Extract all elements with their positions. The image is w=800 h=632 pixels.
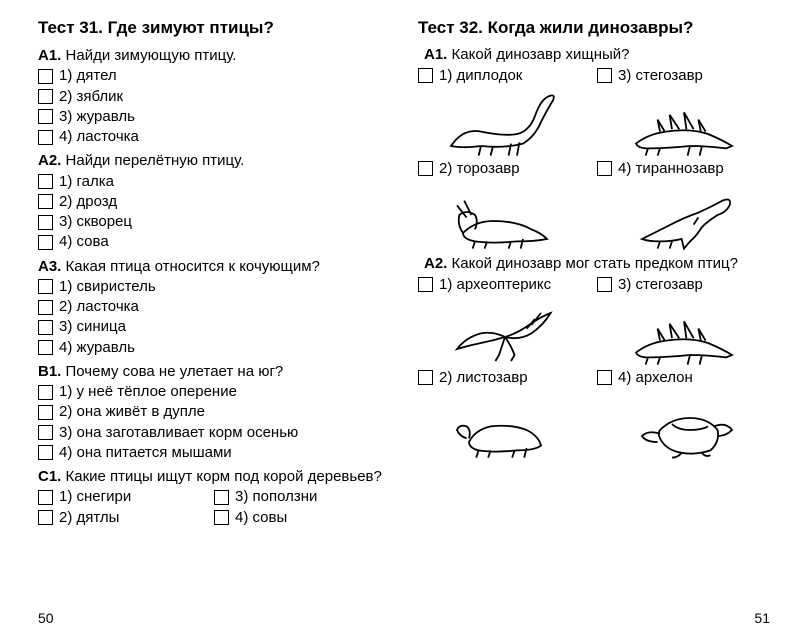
question-label: А2. Какой динозавр мог стать предком пти… bbox=[424, 255, 770, 274]
checkbox-icon[interactable] bbox=[418, 161, 433, 176]
option: 4) архелон bbox=[597, 369, 770, 386]
option: 1) дятел bbox=[38, 66, 390, 86]
test-title-32: Тест 32. Когда жили динозавры? bbox=[418, 18, 770, 38]
option: 1) галка bbox=[38, 172, 390, 192]
dino-grid-q1: 1) диплодок 3) стегозавр 2) торозавр 4) … bbox=[418, 67, 770, 251]
checkbox-icon[interactable] bbox=[597, 68, 612, 83]
question-label: А3. Какая птица относится к кочующим? bbox=[38, 257, 390, 277]
option: 2) дятлы bbox=[38, 508, 214, 528]
option: 3) стегозавр bbox=[597, 67, 770, 84]
checkbox-icon[interactable] bbox=[38, 174, 53, 189]
question-a1: А1. Найди зимующую птицу. 1) дятел 2) зя… bbox=[38, 46, 390, 147]
checkbox-icon[interactable] bbox=[38, 490, 53, 505]
checkbox-icon[interactable] bbox=[214, 490, 229, 505]
checkbox-icon[interactable] bbox=[418, 370, 433, 385]
option: 3) синица bbox=[38, 317, 390, 337]
checkbox-icon[interactable] bbox=[418, 277, 433, 292]
option: 1) археоптерикс bbox=[418, 276, 591, 293]
diplodocus-icon bbox=[418, 86, 591, 158]
checkbox-icon[interactable] bbox=[38, 425, 53, 440]
dino-grid-q2: 1) археоптерикс 3) стегозавр 2) листозав… bbox=[418, 276, 770, 460]
option: 2) она живёт в дупле bbox=[38, 402, 390, 422]
page-number: 50 bbox=[38, 610, 54, 626]
torosaurus-icon bbox=[418, 179, 591, 251]
option: 4) тираннозавр bbox=[597, 160, 770, 177]
option: 3) она заготавливает корм осенью bbox=[38, 423, 390, 443]
checkbox-icon[interactable] bbox=[38, 300, 53, 315]
option: 3) поползни bbox=[214, 487, 390, 507]
checkbox-icon[interactable] bbox=[597, 277, 612, 292]
question-label: В1. Почему сова не улетает на юг? bbox=[38, 362, 390, 382]
option: 3) журавль bbox=[38, 107, 390, 127]
test-title-31: Тест 31. Где зимуют птицы? bbox=[38, 18, 390, 38]
checkbox-icon[interactable] bbox=[214, 510, 229, 525]
option: 2) листозавр bbox=[418, 369, 591, 386]
option: 1) диплодок bbox=[418, 67, 591, 84]
stegosaurus-icon bbox=[597, 86, 770, 158]
page-left: Тест 31. Где зимуют птицы? А1. Найди зим… bbox=[10, 18, 396, 632]
checkbox-icon[interactable] bbox=[418, 68, 433, 83]
checkbox-icon[interactable] bbox=[38, 279, 53, 294]
checkbox-icon[interactable] bbox=[38, 130, 53, 145]
option: 1) свиристель bbox=[38, 277, 390, 297]
checkbox-icon[interactable] bbox=[597, 370, 612, 385]
checkbox-icon[interactable] bbox=[38, 109, 53, 124]
option: 2) зяблик bbox=[38, 87, 390, 107]
checkbox-icon[interactable] bbox=[38, 235, 53, 250]
checkbox-icon[interactable] bbox=[38, 405, 53, 420]
option: 4) сова bbox=[38, 232, 390, 252]
checkbox-icon[interactable] bbox=[38, 385, 53, 400]
option: 3) скворец bbox=[38, 212, 390, 232]
option: 3) стегозавр bbox=[597, 276, 770, 293]
checkbox-icon[interactable] bbox=[38, 89, 53, 104]
checkbox-icon[interactable] bbox=[38, 340, 53, 355]
checkbox-icon[interactable] bbox=[38, 215, 53, 230]
archelon-icon bbox=[597, 388, 770, 460]
checkbox-icon[interactable] bbox=[38, 194, 53, 209]
question-label: А1. Какой динозавр хищный? bbox=[424, 46, 770, 65]
checkbox-icon[interactable] bbox=[38, 445, 53, 460]
option: 2) дрозд bbox=[38, 192, 390, 212]
option: 1) снегири bbox=[38, 487, 214, 507]
checkbox-icon[interactable] bbox=[597, 161, 612, 176]
option: 4) она питается мышами bbox=[38, 443, 390, 463]
option: 2) торозавр bbox=[418, 160, 591, 177]
question-label: А1. Найди зимующую птицу. bbox=[38, 46, 390, 66]
question-a3: А3. Какая птица относится к кочующим? 1)… bbox=[38, 257, 390, 358]
question-label: С1. Какие птицы ищут корм под корой де­р… bbox=[38, 467, 390, 487]
checkbox-icon[interactable] bbox=[38, 320, 53, 335]
option: 4) ласточка bbox=[38, 127, 390, 147]
option: 4) совы bbox=[214, 508, 390, 528]
tyrannosaurus-icon bbox=[597, 179, 770, 251]
option: 2) ласточка bbox=[38, 297, 390, 317]
question-label: А2. Найди перелётную птицу. bbox=[38, 151, 390, 171]
option: 1) у неё тёплое оперение bbox=[38, 382, 390, 402]
page-right: Тест 32. Когда жили динозавры? А1. Какой… bbox=[412, 18, 790, 632]
stegosaurus-icon bbox=[597, 295, 770, 367]
lystrosaurus-icon bbox=[418, 388, 591, 460]
checkbox-icon[interactable] bbox=[38, 510, 53, 525]
page-number: 51 bbox=[754, 610, 770, 626]
question-b1: В1. Почему сова не улетает на юг? 1) у н… bbox=[38, 362, 390, 463]
question-a2: А2. Найди перелётную птицу. 1) галка 2) … bbox=[38, 151, 390, 252]
option: 4) журавль bbox=[38, 338, 390, 358]
checkbox-icon[interactable] bbox=[38, 69, 53, 84]
question-c1: С1. Какие птицы ищут корм под корой де­р… bbox=[38, 467, 390, 528]
archaeopteryx-icon bbox=[418, 295, 591, 367]
